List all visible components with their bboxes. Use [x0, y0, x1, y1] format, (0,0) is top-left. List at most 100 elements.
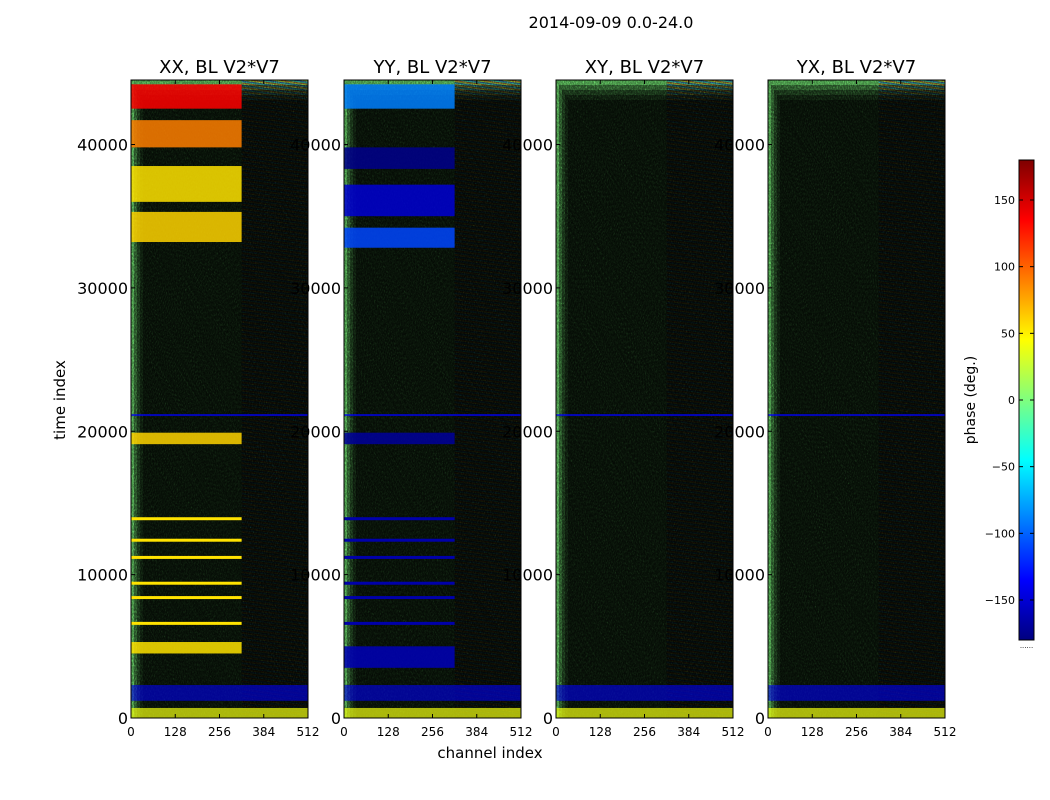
phase-stripe — [344, 538, 455, 542]
panel-title: XY, BL V2*V7 — [585, 57, 704, 78]
colorbar-tick-label: −50 — [992, 461, 1015, 474]
phase-band — [344, 227, 455, 248]
phase-band — [344, 84, 455, 109]
x-tick-label: 512 — [722, 725, 745, 739]
noise-layer — [568, 100, 733, 718]
phase-stripe — [344, 621, 455, 625]
phase-stripe — [131, 581, 242, 585]
phase-band — [131, 642, 242, 654]
phase-stripe — [131, 621, 242, 625]
phase-stripe — [344, 581, 455, 585]
x-tick-label: 0 — [340, 725, 348, 739]
phase-stripe — [131, 555, 242, 559]
phase-stripe — [344, 555, 455, 559]
phase-band — [344, 646, 455, 668]
bottom-band — [556, 707, 733, 718]
colorbar-tick-label: −150 — [985, 594, 1015, 607]
phase-stripe — [344, 596, 455, 600]
x-tick-label: 256 — [845, 725, 868, 739]
bottom-band — [131, 707, 308, 718]
colorbar-label: phase (deg.) — [963, 356, 979, 444]
panel-title: XX, BL V2*V7 — [159, 57, 280, 78]
y-tick-label: 20000 — [502, 422, 553, 441]
x-tick-label: 128 — [164, 725, 187, 739]
phase-band — [131, 120, 242, 148]
phase-stripe — [131, 596, 242, 600]
x-tick-label: 0 — [552, 725, 560, 739]
bottom-band — [768, 685, 945, 701]
panel-1: XX, BL V2*V7 0 128 256 384 512 0 10000 20000 3000… — [77, 57, 320, 739]
phase-band — [131, 166, 242, 202]
x-tick-label: 384 — [889, 725, 912, 739]
x-tick-label: 0 — [764, 725, 772, 739]
xlabel: channel index — [437, 744, 542, 762]
y-tick-label: 10000 — [77, 566, 128, 585]
y-tick-label: 0 — [543, 709, 553, 728]
bottom-band — [344, 685, 521, 701]
x-tick-label: 512 — [934, 725, 957, 739]
panel-4: YX, BL V2*V7 0 128 256 384 512 0 10000 20000 3000… — [714, 57, 957, 739]
x-tick-label: 512 — [510, 725, 533, 739]
y-tick-label: 20000 — [77, 422, 128, 441]
horizontal-artifact — [131, 414, 308, 417]
phase-stripe — [131, 517, 242, 521]
bottom-band — [556, 685, 733, 701]
y-tick-label: 30000 — [502, 279, 553, 298]
y-tick-label: 0 — [331, 709, 341, 728]
bottom-band — [344, 707, 521, 718]
y-tick-label: 40000 — [502, 136, 553, 155]
x-tick-label: 384 — [677, 725, 700, 739]
y-tick-label: 10000 — [290, 566, 341, 585]
x-tick-label: 128 — [801, 725, 824, 739]
horizontal-artifact — [768, 414, 945, 417]
colorbar-tick-label: 0 — [1008, 394, 1015, 407]
colorbar-offset-label: ...... — [1020, 642, 1033, 650]
colorbar-tick-label: 50 — [1001, 327, 1015, 340]
colorbar-tick-label: −100 — [985, 527, 1015, 540]
colorbar-tick-label: 150 — [994, 194, 1015, 207]
phase-stripe — [131, 538, 242, 542]
y-tick-label: 30000 — [290, 279, 341, 298]
panel-title: YY, BL V2*V7 — [372, 57, 491, 78]
bottom-band — [131, 685, 308, 701]
y-tick-label: 30000 — [714, 279, 765, 298]
phase-band — [344, 432, 455, 445]
x-tick-label: 384 — [465, 725, 488, 739]
x-tick-label: 384 — [252, 725, 275, 739]
y-tick-label: 0 — [118, 709, 128, 728]
ylabel: time index — [51, 360, 69, 440]
phase-band — [131, 211, 242, 243]
x-tick-label: 0 — [127, 725, 135, 739]
x-tick-label: 512 — [297, 725, 320, 739]
x-tick-label: 128 — [589, 725, 612, 739]
panel-2: YY, BL V2*V7 0 128 256 384 512 0 10000 20000 3000… — [290, 57, 533, 739]
y-tick-label: 40000 — [714, 136, 765, 155]
phase-stripe — [344, 517, 455, 521]
x-tick-label: 256 — [208, 725, 231, 739]
horizontal-artifact — [344, 414, 521, 417]
phase-band — [131, 432, 242, 445]
x-tick-label: 256 — [633, 725, 656, 739]
y-tick-label: 30000 — [77, 279, 128, 298]
y-tick-label: 10000 — [714, 566, 765, 585]
panel-title: YX, BL V2*V7 — [796, 57, 916, 78]
colorbar: −150 −100 −50 0 50 100 150...... — [985, 159, 1035, 650]
phase-band — [344, 147, 455, 169]
noise-layer — [780, 100, 945, 718]
x-tick-label: 128 — [377, 725, 400, 739]
horizontal-artifact — [556, 414, 733, 417]
phase-band — [344, 184, 455, 217]
panel-3: XY, BL V2*V7 0 128 256 384 512 0 10000 20000 3000… — [502, 57, 745, 739]
noise-layer — [143, 100, 308, 718]
y-tick-label: 40000 — [290, 136, 341, 155]
colorbar-tick-label: 100 — [994, 261, 1015, 274]
y-tick-label: 10000 — [502, 566, 553, 585]
y-tick-label: 40000 — [77, 136, 128, 155]
y-tick-label: 0 — [755, 709, 765, 728]
x-tick-label: 256 — [421, 725, 444, 739]
phase-band — [131, 84, 242, 109]
bottom-band — [768, 707, 945, 718]
y-tick-label: 20000 — [714, 422, 765, 441]
y-tick-label: 20000 — [290, 422, 341, 441]
